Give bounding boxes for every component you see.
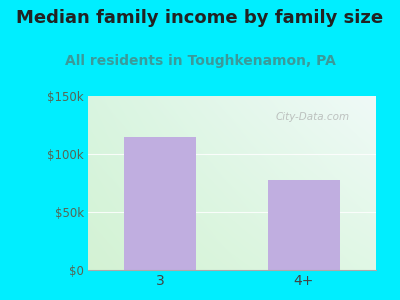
Bar (124, 136, 196, 270)
Text: All residents in Toughkenamon, PA: All residents in Toughkenamon, PA (64, 54, 336, 68)
Text: Median family income by family size: Median family income by family size (16, 9, 384, 27)
Bar (268, 179, 340, 270)
Text: City-Data.com: City-Data.com (276, 112, 350, 122)
